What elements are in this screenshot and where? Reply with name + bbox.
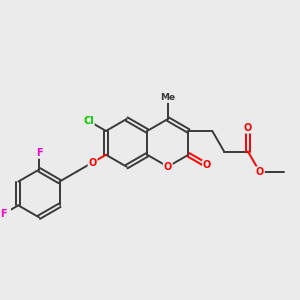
Text: O: O [244,123,252,133]
Text: Me: Me [160,93,176,102]
Text: F: F [36,148,42,158]
Text: O: O [164,162,172,172]
Text: O: O [256,167,264,177]
Text: Cl: Cl [83,116,94,126]
Text: O: O [203,160,211,170]
Text: O: O [88,158,97,167]
Text: F: F [1,209,7,219]
